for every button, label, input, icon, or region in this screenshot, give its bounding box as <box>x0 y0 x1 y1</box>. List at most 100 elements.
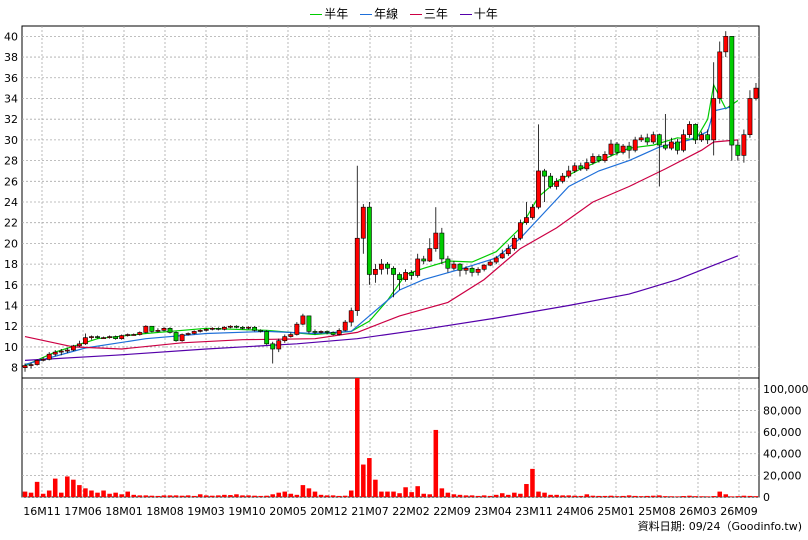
candle-body <box>264 331 270 345</box>
volume-bar <box>294 494 300 497</box>
candle-body <box>179 334 185 342</box>
candle-body <box>481 264 487 270</box>
candle-body <box>729 36 735 146</box>
x-tick-label: 19M10 <box>228 505 266 518</box>
volume-bar <box>77 485 82 497</box>
candle-body <box>58 350 64 353</box>
candle-body <box>469 267 475 273</box>
volume-bar <box>40 493 46 497</box>
volume-bar <box>548 494 553 497</box>
volume-bar <box>137 495 143 497</box>
volume-bar <box>222 494 227 497</box>
price-tick-label: 32 <box>4 113 18 126</box>
legend: 半年 年線 三年 十年 <box>0 5 808 22</box>
x-tick-label: 21M07 <box>351 505 389 518</box>
x-tick-label: 18M01 <box>105 505 143 518</box>
volume-bar <box>705 496 710 497</box>
legend-item-year: 年線 <box>360 5 398 22</box>
volume-bar <box>330 495 336 497</box>
candle-body <box>620 145 626 153</box>
x-tick-label: 18M08 <box>146 505 184 518</box>
volume-bar <box>288 493 294 497</box>
candle-body <box>240 326 245 329</box>
volume-panel <box>21 377 760 498</box>
x-tick-label: 25M08 <box>638 505 676 518</box>
volume-bar <box>735 496 741 497</box>
volume-bar <box>687 495 692 497</box>
price-tick-label: 12 <box>4 320 18 333</box>
candle-body <box>366 206 372 275</box>
candle-body <box>530 206 535 218</box>
candle-body <box>403 272 409 280</box>
candle-body <box>747 98 753 136</box>
volume-bar <box>342 495 348 497</box>
volume-tick-label: 80,000 <box>763 404 802 417</box>
volume-bar <box>252 495 257 497</box>
candle-body <box>723 36 729 53</box>
volume-bar <box>620 495 626 497</box>
volume-bar <box>657 495 662 497</box>
x-tick-label: 20M12 <box>310 505 348 518</box>
volume-bar <box>403 487 408 497</box>
price-tick-label: 24 <box>4 196 18 209</box>
candle-body <box>638 137 644 141</box>
candle-body <box>590 156 596 163</box>
volume-bar <box>22 491 28 497</box>
legend-item-ten-year: 十年 <box>459 5 498 22</box>
candle-body <box>197 330 203 332</box>
x-tick-label: 23M04 <box>474 505 512 518</box>
legend-swatch <box>409 14 422 15</box>
candle-body <box>560 175 566 182</box>
x-tick-label: 20M05 <box>269 505 307 518</box>
candle-body <box>542 170 547 177</box>
candle-body <box>167 328 173 333</box>
candle-body <box>397 274 402 280</box>
candle-body <box>572 165 578 172</box>
volume-bar <box>475 495 481 497</box>
candle-body <box>258 330 264 332</box>
candle-body <box>227 325 233 328</box>
x-tick-label: 17M06 <box>64 505 102 518</box>
volume-bar <box>415 486 420 497</box>
volume-bar <box>493 494 499 497</box>
candle-body <box>608 143 614 155</box>
volume-bar <box>451 494 457 497</box>
candle-body <box>517 222 523 239</box>
candle-body <box>409 272 415 276</box>
volume-bar <box>626 495 632 497</box>
candle-body <box>475 268 481 273</box>
legend-label: 十年 <box>473 7 498 21</box>
legend-swatch <box>310 14 323 15</box>
candle-body <box>318 331 324 333</box>
volume-tick-label: 0 <box>763 491 770 504</box>
volume-bar <box>300 485 306 497</box>
ma-line <box>24 83 739 367</box>
volume-bar <box>52 478 58 497</box>
candle-body <box>487 261 493 266</box>
candle-body <box>76 343 82 347</box>
volume-tick-label: 40,000 <box>763 448 802 461</box>
candle-body <box>252 326 257 331</box>
candle-body <box>83 337 88 345</box>
volume-bar <box>113 492 118 497</box>
volume-bar <box>264 495 269 497</box>
candle-body <box>107 336 113 338</box>
legend-label: 半年 <box>324 7 349 21</box>
legend-item-half-year: 半年 <box>310 5 348 22</box>
candle-body <box>753 87 759 99</box>
candle-body <box>421 258 427 262</box>
volume-bar <box>651 495 656 497</box>
candle-body <box>342 321 348 331</box>
ma-line <box>24 106 732 366</box>
volume-bar <box>46 490 52 497</box>
volume-bar <box>675 496 680 497</box>
candle-body <box>221 326 227 330</box>
volume-bar <box>542 492 547 497</box>
price-tick-label: 8 <box>11 362 18 375</box>
volume-bar <box>536 491 541 497</box>
volume-bar <box>119 494 124 497</box>
candle-body <box>191 331 197 334</box>
price-tick-label: 26 <box>4 175 18 188</box>
volume-bar <box>632 495 638 497</box>
